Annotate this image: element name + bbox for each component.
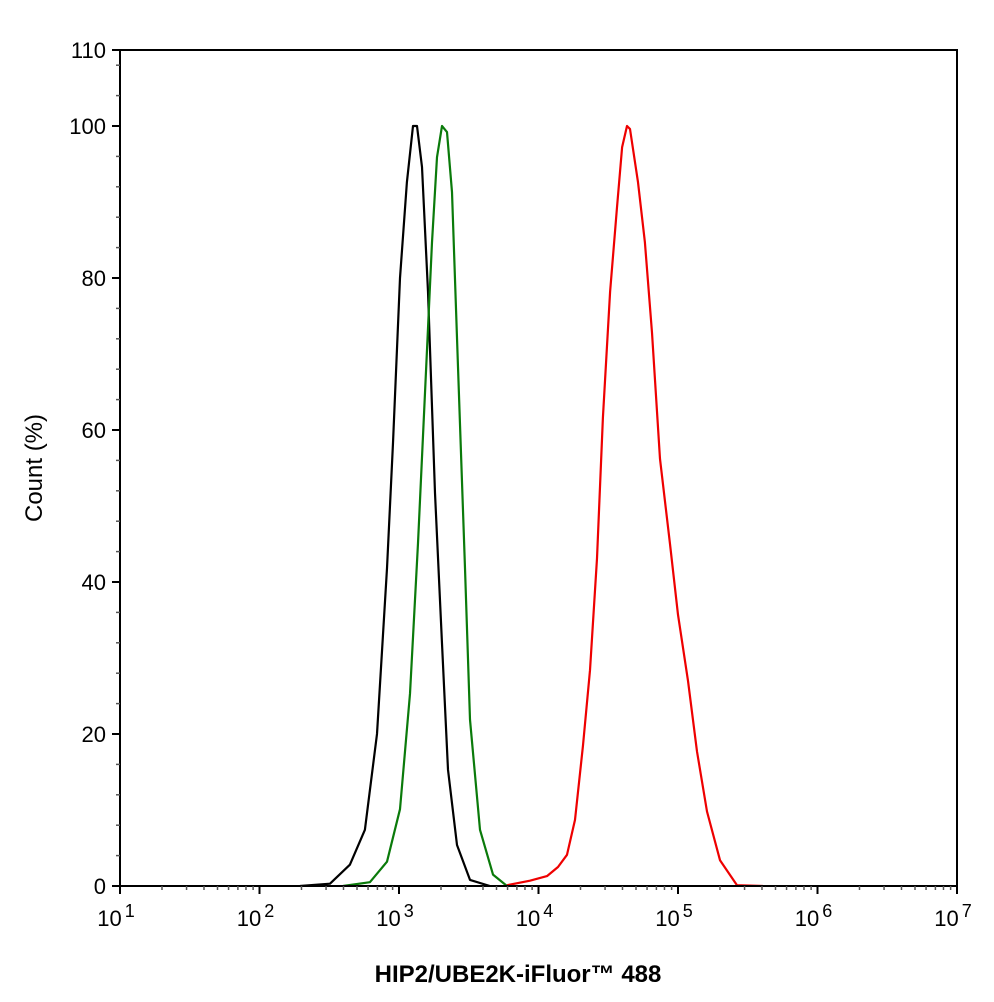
series-line-2 [342, 124, 508, 888]
y-tick-label: 110 [71, 38, 106, 63]
plot-frame [119, 49, 958, 887]
y-axis-label: Count (%) [21, 414, 48, 522]
x-axis-label: HIP2/UBE2K-iFluor™ 488 [375, 961, 662, 988]
y-tick-label: 20 [82, 722, 106, 747]
series-layer [299, 124, 763, 888]
y-tick-label: 0 [94, 874, 106, 899]
y-tick-label: 60 [82, 418, 106, 443]
y-tick-label: 80 [82, 266, 106, 291]
series-line-3 [506, 124, 763, 888]
x-tick-label: 10 4 [516, 901, 554, 931]
ticks-layer: 10 1 10 2 10 3 10 4 10 5 10 6 10 7 0 20 40 60 80 100 110 [69, 38, 971, 931]
x-tick-label: 10 1 [97, 901, 135, 931]
series-line-1 [299, 124, 491, 888]
x-tick-label: 10 6 [795, 901, 833, 931]
x-tick-label: 10 3 [376, 901, 414, 931]
y-tick-label: 40 [82, 570, 106, 595]
x-tick-label: 10 5 [655, 901, 693, 931]
y-tick-label: 100 [69, 114, 106, 139]
x-tick-label: 10 7 [934, 901, 972, 931]
x-tick-label: 10 2 [237, 901, 275, 931]
